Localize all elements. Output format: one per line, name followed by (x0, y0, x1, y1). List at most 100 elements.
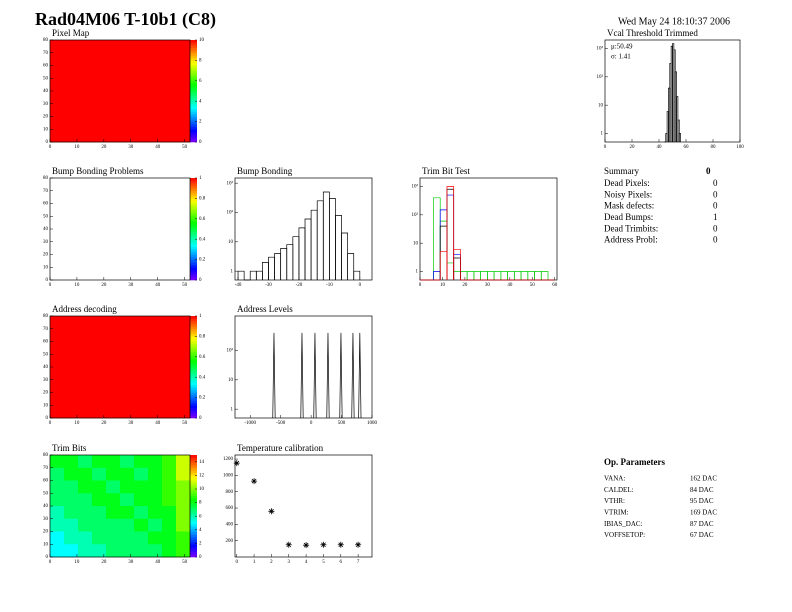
hist-bin (520, 271, 529, 280)
heat-cell (162, 116, 191, 130)
frame (234, 454, 373, 558)
color-bar (190, 244, 197, 248)
y-tick-label: 10 (43, 542, 49, 547)
color-bar (190, 119, 197, 122)
param-value: 169 DAC (690, 509, 717, 517)
z-tick-label: 0 (199, 555, 202, 560)
heat-cell (50, 405, 79, 419)
heat-cell (92, 493, 107, 507)
heat-cell (92, 467, 107, 481)
color-bar (190, 216, 197, 220)
frame (234, 177, 373, 281)
y-tick-label: 1 (231, 407, 234, 412)
color-bar (190, 251, 197, 255)
heat-cell (148, 467, 163, 481)
color-bar (190, 475, 197, 479)
x-tick-label: 20 (630, 145, 636, 150)
chart-title: Temperature calibration (237, 443, 324, 453)
heat-cell (50, 65, 79, 79)
color-bar (190, 534, 197, 537)
color-bar (190, 246, 197, 250)
y-tick-label: 10 (43, 403, 49, 408)
color-bar (190, 101, 197, 105)
z-tick-label: 0.2 (199, 396, 206, 401)
color-bar (190, 211, 197, 214)
heat-cell (106, 328, 135, 342)
x-tick-label: 50 (182, 145, 188, 150)
color-bar (190, 488, 197, 491)
x-tick-label: 10 (74, 421, 80, 426)
heat-cell (162, 493, 177, 507)
heat-cell (106, 178, 134, 191)
y-tick-label: 10² (227, 210, 234, 216)
y-tick-label: 40 (43, 504, 49, 509)
color-bar (190, 203, 197, 207)
color-bar (190, 338, 197, 342)
heat-cell (50, 493, 65, 507)
color-bar (190, 131, 197, 135)
heat-cell (134, 354, 163, 368)
heat-cell (120, 467, 135, 481)
param-label: VANA: (604, 475, 625, 483)
z-tick-label: 14 (199, 460, 205, 465)
heat-cell (106, 129, 135, 143)
spike (300, 332, 304, 419)
x-tick-label: 30 (485, 283, 491, 288)
heat-cell (106, 354, 135, 368)
heat-cell (176, 544, 191, 558)
param-label: CALDEL: (604, 486, 634, 494)
z-tick-label: 0 (199, 416, 202, 421)
y-tick-label: 30 (43, 102, 49, 107)
color-bar (190, 356, 197, 360)
color-bar (190, 503, 197, 507)
z-tick-label: 0.6 (199, 355, 206, 360)
heat-cell (78, 518, 93, 532)
color-bar (190, 178, 197, 181)
spike (326, 332, 330, 419)
y-tick-label: 200 (226, 539, 234, 544)
x-tick-label: 40 (155, 283, 161, 288)
heat-cell (50, 341, 79, 355)
x-tick-label: 30 (128, 145, 134, 150)
hist-bin (507, 271, 515, 280)
color-bar (190, 55, 197, 59)
heat-cell (134, 316, 163, 330)
y-tick-label: 1 (231, 269, 234, 274)
heat-cell (162, 379, 191, 393)
z-tick-label: 0.2 (199, 258, 206, 263)
heat-cell (106, 379, 135, 393)
heat-cell (50, 229, 78, 242)
color-bar (190, 372, 197, 375)
color-bar (190, 321, 197, 324)
z-tick-label: 1 (199, 176, 202, 181)
color-bar (190, 392, 197, 396)
heat-cell (176, 531, 191, 545)
x-tick-label: 20 (101, 145, 107, 150)
color-bar (190, 465, 197, 469)
heat-cell (106, 316, 135, 330)
heat-cell (162, 91, 191, 105)
y-tick-label: 70 (43, 327, 49, 332)
color-bar (190, 213, 197, 217)
heat-cell (134, 506, 149, 520)
heat-cell (134, 379, 163, 393)
x-tick-label: 6 (340, 560, 343, 565)
color-bar (190, 274, 197, 278)
z-tick-label: 8 (199, 501, 202, 506)
y-tick-label: 80 (43, 176, 49, 181)
z-tick-label: 4 (199, 528, 202, 533)
heat-cell (162, 78, 191, 92)
heat-cell (50, 316, 79, 330)
y-tick-label: 10 (43, 265, 49, 270)
color-bar (190, 379, 197, 383)
heat-cell (134, 467, 149, 481)
heat-cell (50, 267, 78, 280)
z-tick-label: 0 (199, 140, 202, 145)
heat-cell (50, 255, 78, 268)
color-bar (190, 331, 197, 335)
heat-cell (134, 103, 163, 117)
heat-cell (78, 178, 106, 191)
heat-cell (50, 392, 79, 406)
heat-cell (50, 531, 65, 545)
heat-cell (106, 341, 135, 355)
